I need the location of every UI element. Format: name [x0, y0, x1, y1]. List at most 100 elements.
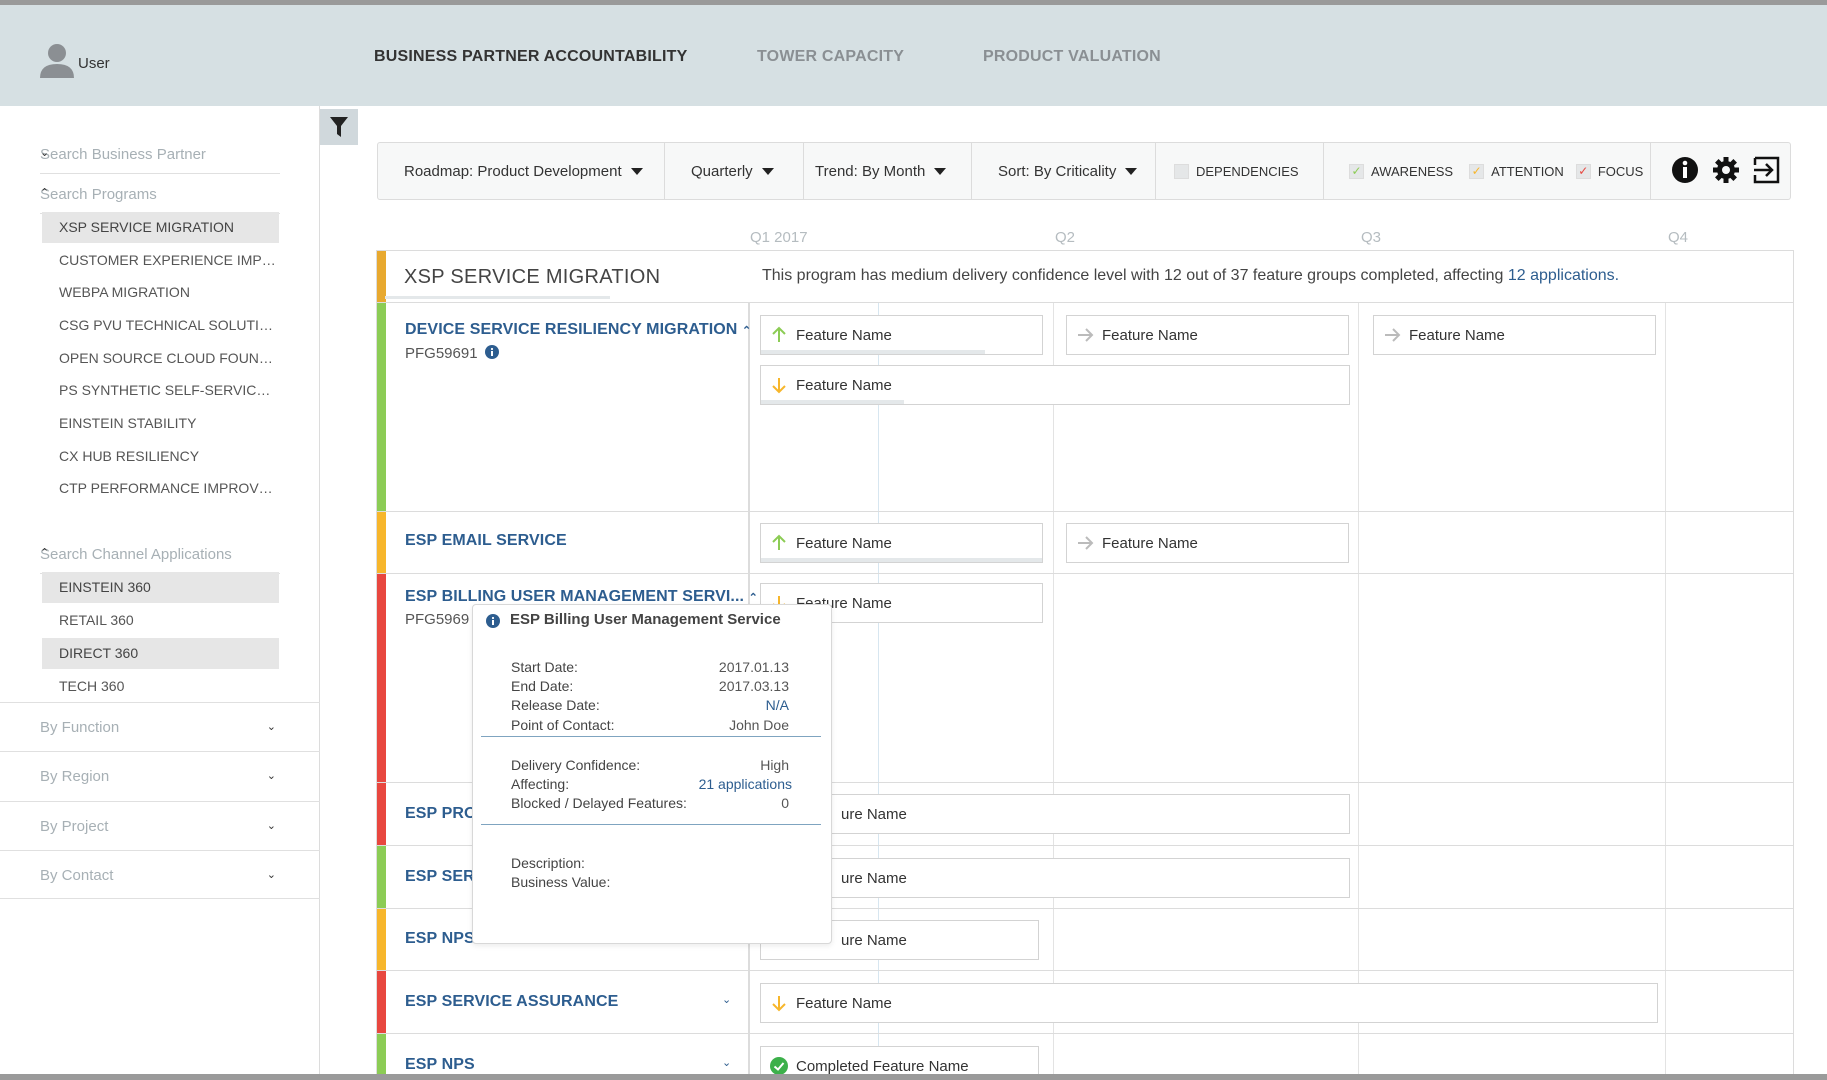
status-bar: [377, 574, 386, 782]
search-channel-applications[interactable]: Search Channel Applications ⌃: [40, 534, 280, 574]
feature-card[interactable]: ure Name: [760, 858, 1350, 898]
feature-card[interactable]: Feature Name: [760, 315, 1043, 355]
awareness-check-icon[interactable]: ✓: [1349, 163, 1364, 179]
row-title[interactable]: ESP SERVICE ASSURANCE: [405, 993, 619, 1010]
program-summary-text: This program has medium delivery confide…: [762, 267, 1508, 284]
app-item[interactable]: TECH 360: [59, 678, 125, 694]
feature-card[interactable]: Feature Name: [760, 983, 1658, 1023]
program-applications-link[interactable]: 12 applications.: [1507, 267, 1620, 284]
by-function-label: By Function: [40, 719, 120, 736]
arrow-right-icon: [1078, 328, 1094, 342]
search-business-partner[interactable]: Search Business Partner ⌄: [40, 134, 280, 174]
dependencies-checkbox[interactable]: DEPENDENCIES: [1156, 143, 1324, 199]
blocked-value: 0: [781, 795, 789, 811]
description-label: Description:: [511, 855, 585, 871]
row-title[interactable]: ESP SERV: [405, 868, 486, 885]
feature-card[interactable]: Feature Name: [1066, 315, 1349, 355]
feature-card[interactable]: Feature Name: [1373, 315, 1656, 355]
trend-dropdown[interactable]: Trend: By Month: [804, 143, 972, 199]
quarter-label: Q1 2017: [750, 229, 808, 246]
chevron-down-icon[interactable]: ⌄: [722, 1057, 732, 1069]
feature-card[interactable]: Feature Name: [1066, 523, 1349, 563]
logout-icon[interactable]: [1752, 155, 1782, 185]
feature-name: Feature Name: [796, 994, 892, 1012]
tab-tower-capacity[interactable]: TOWER CAPACITY: [757, 48, 905, 65]
search-programs[interactable]: Search Programs ⌃: [40, 174, 280, 214]
start-date-label: Start Date:: [511, 659, 578, 675]
chevron-down-icon: ⌄: [266, 869, 276, 881]
row-title[interactable]: DEVICE SERVICE RESILIENCY MIGRATION ⌃: [405, 321, 751, 339]
filter-by-project[interactable]: By Project ⌄: [0, 801, 320, 850]
end-date-label: End Date:: [511, 678, 574, 694]
contact-label: Point of Contact:: [511, 717, 615, 733]
affecting-label: Affecting:: [511, 776, 570, 792]
program-item[interactable]: CUSTOMER EXPERIENCE IMPRO...: [59, 252, 279, 268]
row-title[interactable]: ESP PROI: [405, 805, 482, 822]
tab-business-partner-accountability[interactable]: BUSINESS PARTNER ACCOUNTABILITY: [374, 48, 688, 65]
chevron-down-icon: ⌄: [266, 820, 276, 832]
row-title[interactable]: ESP NPS: [405, 930, 475, 947]
by-region-label: By Region: [40, 768, 110, 785]
feature-name: Feature Name: [1102, 534, 1198, 552]
feature-progress: [761, 400, 904, 404]
app-item[interactable]: EINSTEIN 360: [42, 572, 279, 603]
chevron-up-icon: ⌃: [40, 547, 50, 559]
tab-product-valuation[interactable]: PRODUCT VALUATION: [983, 48, 1161, 65]
feature-card[interactable]: Feature Name: [760, 365, 1350, 405]
program-item[interactable]: OPEN SOURCE CLOUD FOUND...: [59, 350, 279, 366]
release-date-value: N/A: [765, 697, 789, 713]
feature-name: Feature Name: [796, 326, 892, 344]
row-title[interactable]: ESP EMAIL SERVICE: [405, 532, 567, 549]
search-channel-applications-label: Search Channel Applications: [40, 546, 232, 563]
sort-dropdown[interactable]: Sort: By Criticality: [972, 143, 1156, 199]
program-item[interactable]: EINSTEIN STABILITY: [59, 415, 197, 431]
today-marker: [878, 303, 879, 1080]
user-menu[interactable]: User: [40, 42, 110, 78]
app-header: User BUSINESS PARTNER ACCOUNTABILITY TOW…: [0, 5, 1827, 106]
app-item[interactable]: RETAIL 360: [59, 612, 134, 628]
status-bar: [377, 303, 386, 511]
attention-check-icon[interactable]: ✓: [1469, 163, 1485, 179]
filter-toggle-button[interactable]: [320, 109, 358, 145]
status-bar: [377, 1034, 386, 1080]
feature-name: Feature Name: [796, 376, 892, 394]
filter-by-function[interactable]: By Function ⌄: [0, 702, 320, 751]
app-item[interactable]: DIRECT 360: [42, 638, 279, 669]
arrow-right-icon: [1385, 328, 1401, 342]
program-item[interactable]: XSP SERVICE MIGRATION: [42, 212, 279, 243]
business-value-label: Business Value:: [511, 874, 611, 890]
contact-value[interactable]: John Doe: [729, 717, 789, 733]
period-dropdown[interactable]: Quarterly: [665, 143, 804, 199]
status-bar: [377, 251, 386, 302]
row-title[interactable]: ESP BILLING USER MANAGEMENT SERVI... ⌃: [405, 588, 758, 606]
confidence-label: Delivery Confidence:: [511, 757, 641, 773]
gear-icon[interactable]: [1711, 155, 1741, 185]
search-business-partner-label: Search Business Partner: [40, 146, 206, 163]
arrow-right-icon: [1078, 536, 1094, 550]
program-item[interactable]: WEBPA MIGRATION: [59, 284, 190, 300]
filter-by-contact[interactable]: By Contact ⌄: [0, 850, 320, 899]
top-border: [0, 0, 1827, 5]
filter-by-region[interactable]: By Region ⌄: [0, 751, 320, 800]
program-item[interactable]: CTP PERFORMANCE IMPROVEM...: [59, 480, 279, 496]
trend-label: Trend: By Month: [815, 162, 926, 180]
affecting-applications-link[interactable]: 21 applications: [698, 776, 792, 792]
status-filters: ✓ AWARENESS ✓ ATTENTION ✓ FOCUS: [1324, 143, 1651, 199]
feature-card[interactable]: ure Name: [760, 794, 1350, 834]
quarter-label: Q4: [1668, 229, 1689, 246]
chevron-down-icon[interactable]: ⌄: [722, 994, 732, 1006]
arrow-down-icon: [772, 378, 786, 394]
feature-card[interactable]: Feature Name: [760, 523, 1043, 563]
attention-label: ATTENTION: [1491, 163, 1564, 179]
info-icon[interactable]: [1670, 155, 1700, 185]
program-item[interactable]: CSG PVU TECHNICAL SOLUTION: [59, 317, 279, 333]
filter-icon: [330, 117, 348, 137]
program-header-row: XSP SERVICE MIGRATION This program has m…: [377, 251, 1793, 303]
roadmap-dropdown[interactable]: Roadmap: Product Development: [378, 143, 665, 199]
program-item[interactable]: PS SYNTHETIC SELF-SERVICES C...: [59, 382, 279, 398]
status-bar: [377, 512, 386, 573]
focus-check-icon[interactable]: ✓: [1575, 163, 1591, 179]
row-title[interactable]: ESP NPS: [405, 1056, 475, 1073]
info-icon[interactable]: [484, 345, 499, 359]
program-item[interactable]: CX HUB RESILIENCY: [59, 448, 200, 464]
